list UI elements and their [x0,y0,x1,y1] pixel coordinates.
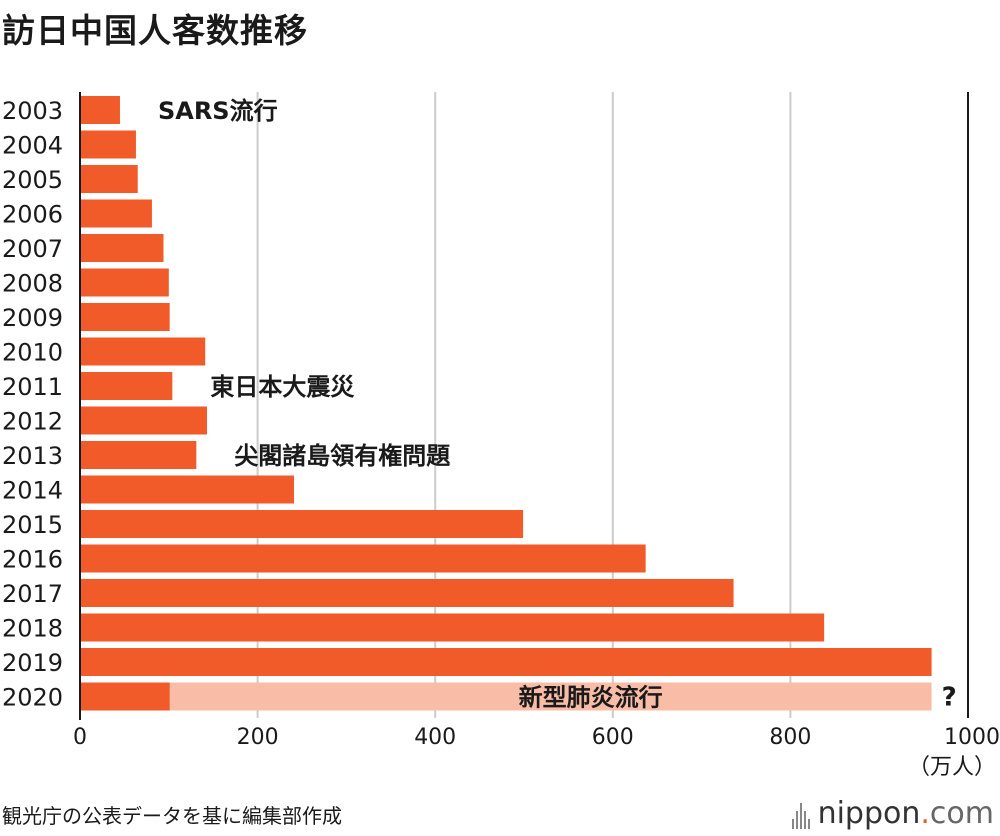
annotation-label: 東日本大震災 [210,373,355,401]
category-label: 2004 [2,132,63,160]
bar [80,544,646,573]
x-tick-label: 0 [73,725,87,750]
category-label: 2012 [2,408,63,436]
x-tick-label: 600 [592,725,634,750]
bar [80,372,173,400]
bar [80,510,524,538]
category-label: 2016 [2,546,63,574]
bar [80,648,932,676]
category-label: 2006 [2,201,63,229]
category-label: 2005 [2,166,63,194]
x-tick-label: 800 [769,725,811,750]
bar [80,303,170,331]
category-label: 2009 [2,304,63,332]
x-axis: 0 200 400 600 800 1000 （万人） [73,92,1000,780]
annotation-label: 尖閣諸島領有権問題 [234,442,451,470]
category-label: 2020 [2,684,63,712]
bar [80,199,152,228]
category-label: 2017 [2,580,63,608]
category-label: 2007 [2,235,63,263]
annotation-label: SARS流行 [158,97,278,125]
bar [80,337,206,366]
category-label: 2013 [2,442,63,470]
x-tick-label: 1000 [944,725,1000,750]
nippon-logo: nippon. com [791,796,994,831]
category-label: 2014 [2,477,63,505]
bar [80,96,120,124]
bar [80,268,169,297]
logo-dot: . [920,796,930,831]
x-tick-label: 200 [237,725,279,750]
bar-chart: 2003 2004 2005 2006 2007 2008 2009 2010 2011 2012… [2,92,1000,780]
projection-marker: ? [942,683,957,713]
bar [80,441,197,469]
logo-mark-icon [791,799,810,829]
chart-title: 訪日中国人客数推移 [2,11,308,50]
category-label: 2019 [2,649,63,677]
bar [80,165,138,193]
labels: 2003 2004 2005 2006 2007 2008 2009 2010 2011 2012… [2,97,957,713]
unit-label: （万人） [908,755,996,780]
bar [80,234,164,262]
bar [80,613,825,642]
category-label: 2010 [2,339,63,367]
category-label: 2018 [2,615,63,643]
x-tick-label: 400 [414,725,456,750]
bar [80,475,295,504]
projection-bar [80,682,932,711]
bar [80,682,170,711]
category-label: 2008 [2,270,63,298]
projection-label: 新型肺炎流行 [519,684,663,712]
source-note: 観光庁の公表データを基に編集部作成 [2,804,342,828]
category-label: 2003 [2,97,63,125]
bar [80,406,207,435]
category-label: 2015 [2,511,63,539]
bar [80,130,136,159]
bars [80,96,932,711]
bar [80,579,734,607]
logo-suffix: com [929,796,994,831]
category-label: 2011 [2,373,63,401]
logo-name: nippon [817,796,921,831]
